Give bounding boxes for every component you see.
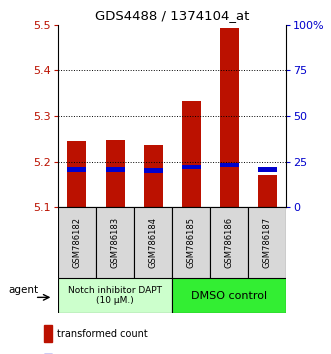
Text: GSM786185: GSM786185: [187, 217, 196, 268]
Bar: [258, 175, 277, 207]
Bar: [144, 169, 163, 173]
Text: GSM786182: GSM786182: [72, 217, 81, 268]
Text: agent: agent: [9, 285, 39, 295]
Bar: [144, 145, 163, 207]
Bar: [258, 167, 277, 172]
Bar: [220, 163, 239, 167]
Text: Notch inhibitor DAPT
(10 μM.): Notch inhibitor DAPT (10 μM.): [68, 286, 162, 305]
Bar: [58, 207, 96, 278]
Bar: [134, 207, 172, 278]
Bar: [106, 167, 124, 172]
Text: DMSO control: DMSO control: [191, 291, 267, 301]
Bar: [172, 207, 210, 278]
Bar: [44, 325, 52, 342]
Bar: [172, 278, 286, 313]
Bar: [106, 139, 124, 207]
Text: GSM786184: GSM786184: [149, 217, 158, 268]
Bar: [182, 165, 201, 169]
Bar: [68, 167, 86, 172]
Bar: [210, 207, 248, 278]
Bar: [220, 28, 239, 207]
Bar: [248, 207, 286, 278]
Text: GSM786186: GSM786186: [225, 217, 234, 268]
Title: GDS4488 / 1374104_at: GDS4488 / 1374104_at: [95, 9, 249, 22]
Text: GSM786183: GSM786183: [111, 217, 119, 268]
Bar: [58, 278, 172, 313]
Text: transformed count: transformed count: [57, 329, 148, 339]
Bar: [68, 141, 86, 207]
Bar: [182, 101, 201, 207]
Bar: [96, 207, 134, 278]
Text: GSM786187: GSM786187: [263, 217, 272, 268]
